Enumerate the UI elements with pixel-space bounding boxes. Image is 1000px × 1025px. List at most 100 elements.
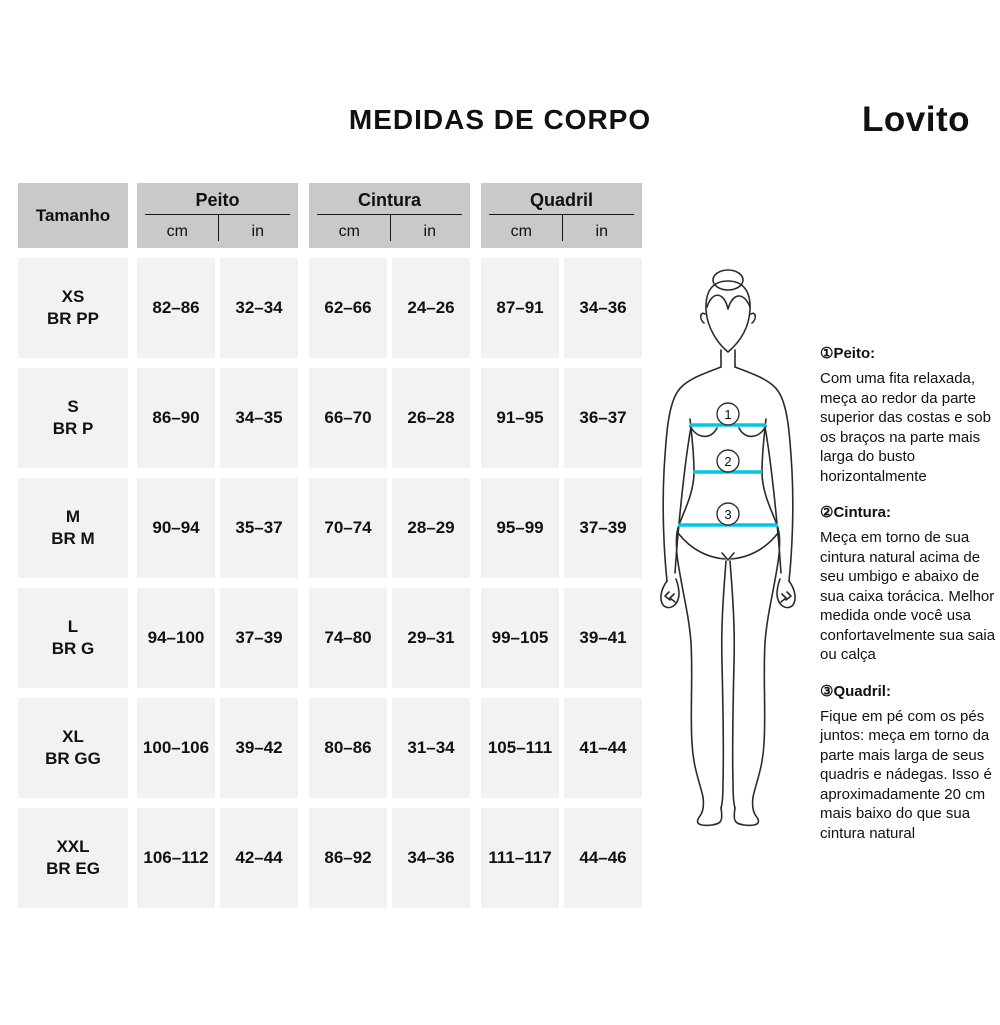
size-table: Tamanho Peito cm in Cintura cm in [18,183,642,918]
size-cell: XS BR PP [18,258,128,358]
size-label-br: BR P [52,419,94,438]
measure-cell: 94–100 [137,588,215,688]
unit-row: cm in [137,215,298,248]
table-row: L BR G 94–100 37–39 74–80 29–31 99–105 3… [18,588,642,688]
marker-number-1: 1 [724,407,731,422]
marker-circle-2 [716,449,740,473]
unit-label-in: in [423,222,436,240]
measure-cell: 34–36 [392,808,470,908]
size-cell: XXL BR EG [18,808,128,908]
measure-cell: 87–91 [481,258,559,358]
column-header-size: Tamanho [18,183,128,248]
guide-heading: ①Peito: [820,344,996,362]
size-label-br: BR EG [46,859,100,878]
measuring-guide: ①Peito: Com uma fita relaxada, meça ao r… [820,344,996,860]
measure-cell: 35–37 [220,478,298,578]
measure-cell: 44–46 [564,808,642,908]
size-label-br: BR GG [45,749,101,768]
measure-cell: 82–86 [137,258,215,358]
measure-cell: 95–99 [481,478,559,578]
page-title: MEDIDAS DE CORPO [348,104,652,135]
guide-title: Peito: [833,345,876,362]
unit-divider-line [561,215,563,241]
body-figure-illustration: 1 2 3 [650,265,810,835]
measure-cell: 90–94 [137,478,215,578]
group-label: Peito [195,190,240,210]
measure-cell: 62–66 [309,258,387,358]
marker-circle-1 [716,402,740,426]
size-label-br: BR G [51,639,95,658]
header-divider-line [489,214,634,215]
unit-label-in: in [595,222,608,240]
size-label-br: BR PP [47,309,99,328]
header-divider-line [317,214,462,215]
measure-cell: 34–35 [220,368,298,468]
measure-cell: 32–34 [220,258,298,358]
group-label: Cintura [358,190,421,210]
size-label: L [67,617,79,636]
measure-cell: 80–86 [309,698,387,798]
unit-label-cm: cm [510,222,532,240]
size-label: XXL [56,837,90,856]
unit-label-cm: cm [166,222,188,240]
guide-title: Cintura: [833,504,891,521]
measure-cell: 29–31 [392,588,470,688]
size-label: XS [61,287,85,306]
measure-cell: 70–74 [309,478,387,578]
measure-cell: 86–90 [137,368,215,468]
measure-cell: 26–28 [392,368,470,468]
size-cell: M BR M [18,478,128,578]
table-row: XS BR PP 82–86 32–34 62–66 24–26 87–91 3… [18,258,642,358]
brand-logo: Lovito [862,100,970,139]
measure-markers: 1 2 3 [716,402,740,526]
guide-section-quadril: ③Quadril: Fique em pé com os pés juntos:… [820,682,996,844]
measure-cell: 74–80 [309,588,387,688]
size-label: M [65,507,81,526]
size-cell: XL BR GG [18,698,128,798]
group-label: Quadril [529,190,593,210]
measure-cell: 39–42 [220,698,298,798]
body-outline [660,269,796,827]
measure-cell: 41–44 [564,698,642,798]
column-header-peito: Peito cm in [137,183,298,248]
guide-heading: ②Cintura: [820,503,996,521]
table-row: M BR M 90–94 35–37 70–74 28–29 95–99 37–… [18,478,642,578]
guide-body-text: Meça em torno de sua cintura natural aci… [820,529,996,663]
marker-number-3: 3 [724,507,731,522]
header-divider-line [145,214,290,215]
measure-cell: 111–117 [481,808,559,908]
measure-cell: 99–105 [481,588,559,688]
measure-cell: 91–95 [481,368,559,468]
marker-number-2: 2 [724,454,731,469]
guide-body-text: Fique em pé com os pés juntos: meça em t… [820,707,992,842]
guide-section-peito: ①Peito: Com uma fita relaxada, meça ao r… [820,344,996,486]
guide-heading: ③Quadril: [820,682,996,700]
measure-cell: 42–44 [220,808,298,908]
guide-title: Quadril: [833,682,891,700]
circled-number: ③ [820,682,834,700]
guide-body-text: Com uma fita relaxada, meça ao redor da … [820,370,991,485]
measure-cell: 105–111 [481,698,559,798]
unit-row: cm in [481,215,642,248]
measure-cell: 34–36 [564,258,642,358]
size-label: XL [62,727,84,746]
table-header-row: Tamanho Peito cm in Cintura cm in [18,183,642,248]
table-row: XXL BR EG 106–112 42–44 86–92 34–36 111–… [18,808,642,908]
unit-label-in: in [251,222,264,240]
measure-cell: 31–34 [392,698,470,798]
guide-section-cintura: ②Cintura: Meça em torno de sua cintura n… [820,503,996,665]
measure-cell: 39–41 [564,588,642,688]
table-row: S BR P 86–90 34–35 66–70 26–28 91–95 36–… [18,368,642,468]
measure-cell: 86–92 [309,808,387,908]
size-label: S [67,397,79,416]
unit-divider-line [389,215,391,241]
marker-circle-3 [716,502,740,526]
measure-cell: 106–112 [137,808,215,908]
column-header-cintura: Cintura cm in [309,183,470,248]
size-cell: L BR G [18,588,128,688]
size-label-br: BR M [51,529,95,548]
measure-cell: 37–39 [564,478,642,578]
measure-cell: 37–39 [220,588,298,688]
measure-cell: 24–26 [392,258,470,358]
